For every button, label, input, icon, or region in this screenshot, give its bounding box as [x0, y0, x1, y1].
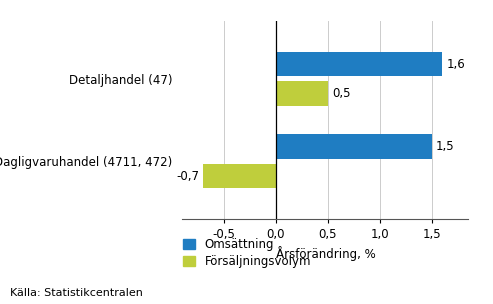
X-axis label: Årsförändring, %: Årsförändring, %: [276, 247, 375, 261]
Bar: [276, 81, 328, 106]
Text: 0,5: 0,5: [332, 87, 351, 100]
Bar: [203, 164, 276, 188]
Text: 1,6: 1,6: [447, 57, 465, 71]
Text: -0,7: -0,7: [176, 170, 199, 183]
Text: 1,5: 1,5: [436, 140, 455, 153]
Text: Källa: Statistikcentralen: Källa: Statistikcentralen: [10, 288, 143, 298]
Bar: [276, 134, 432, 159]
Bar: [276, 52, 442, 76]
Legend: Omsättning, Försäljningsvolym: Omsättning, Försäljningsvolym: [183, 238, 311, 268]
